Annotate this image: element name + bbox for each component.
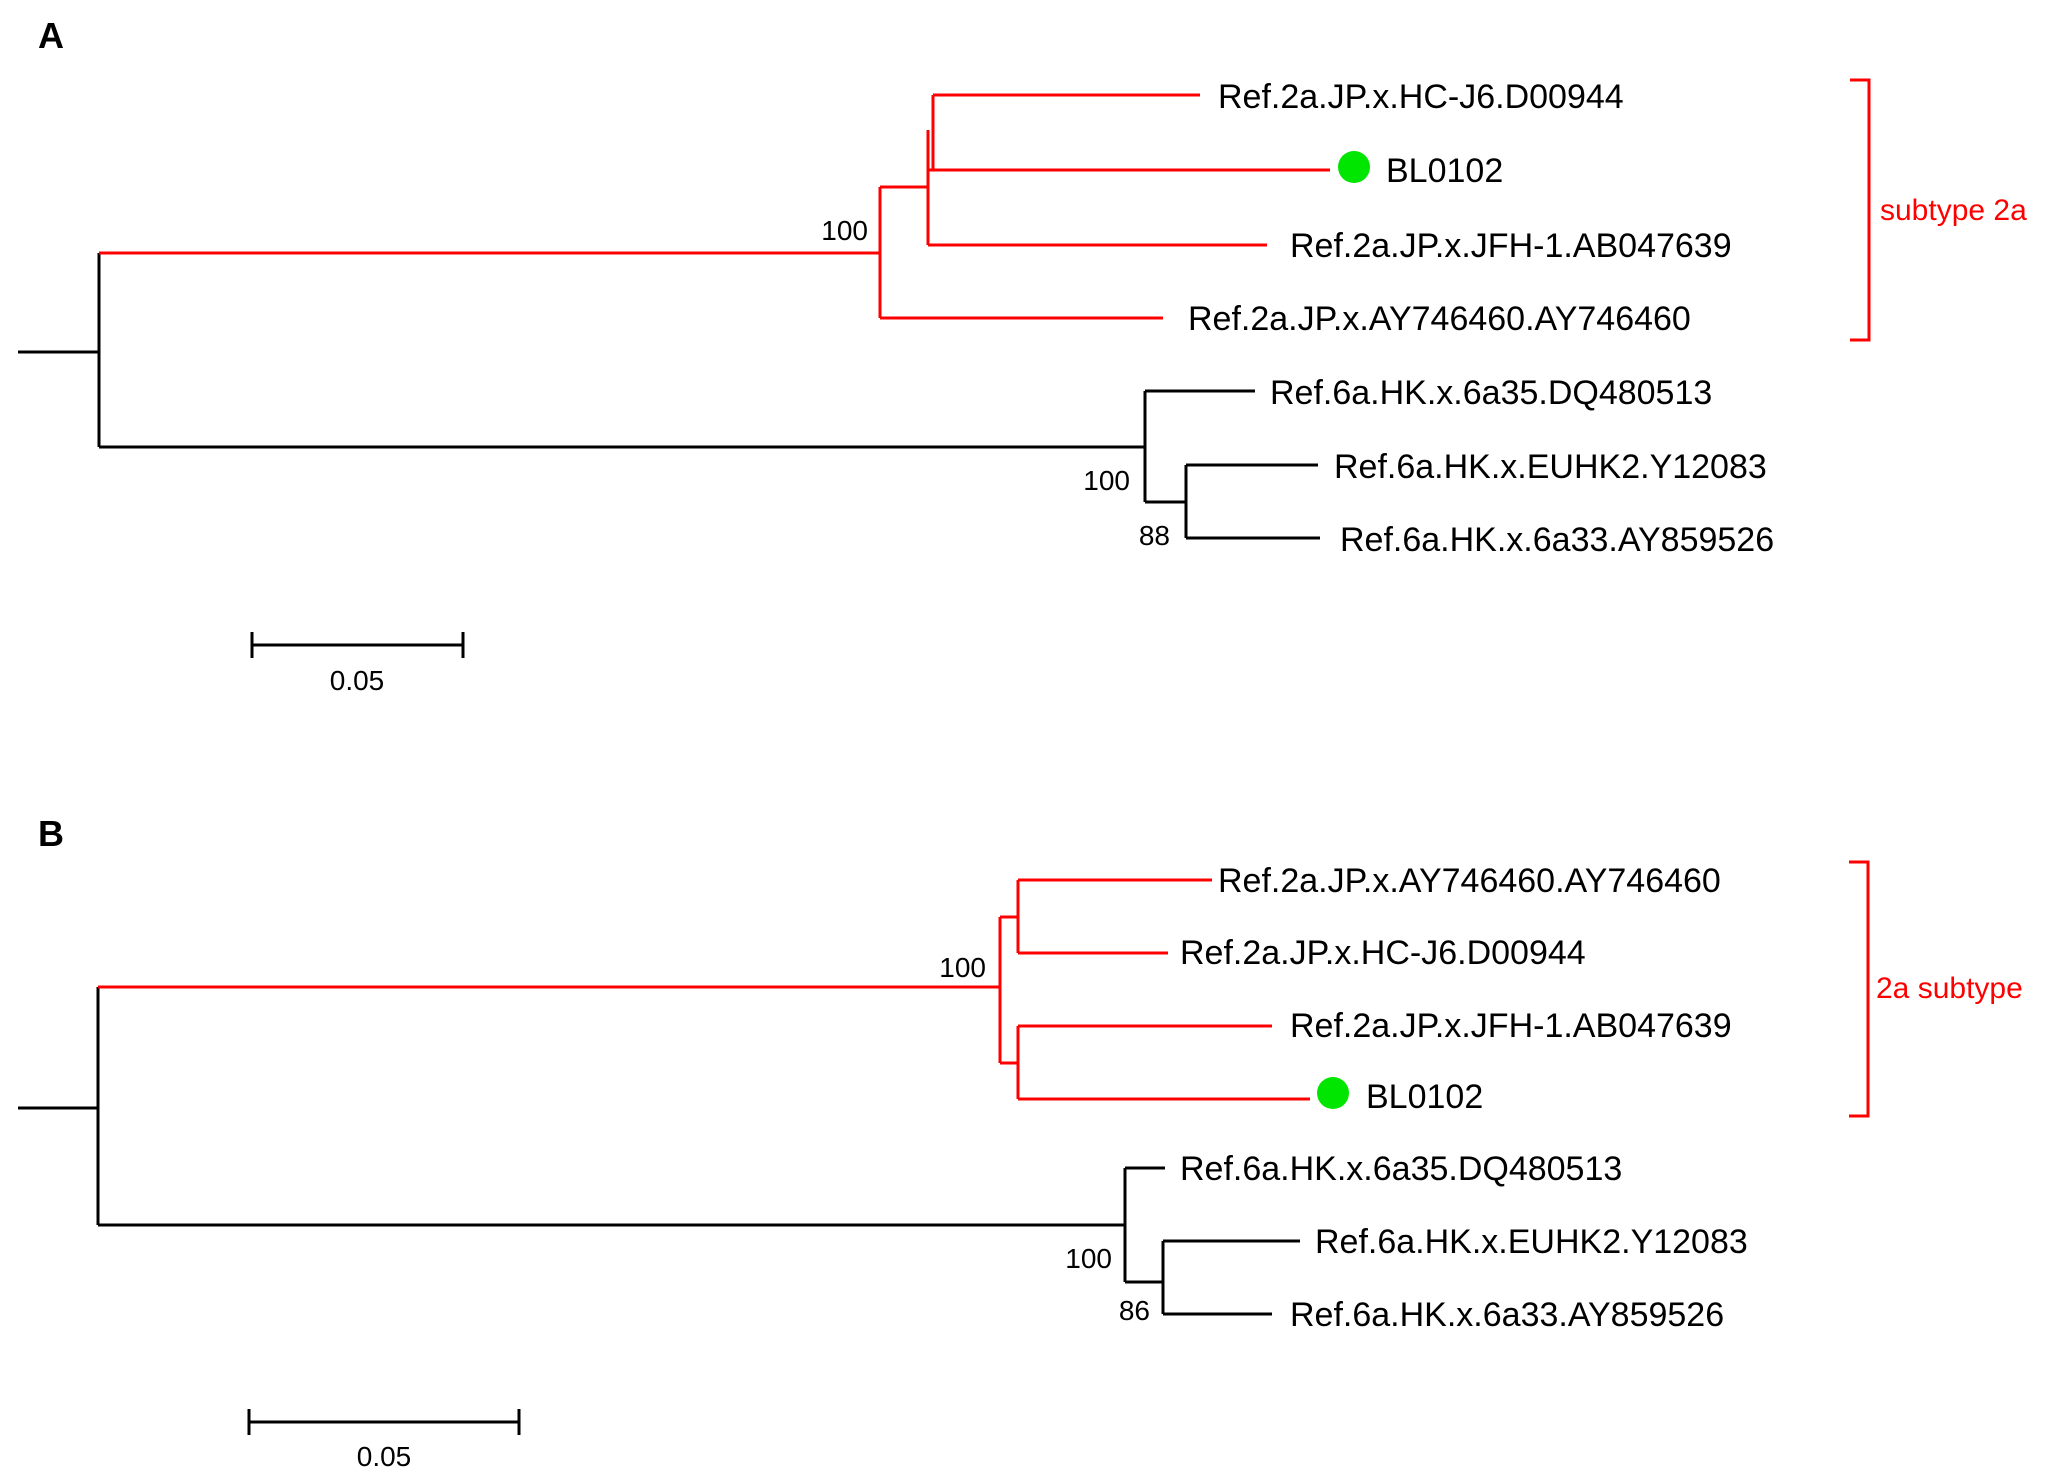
clade-label: 2a subtype (1876, 972, 2023, 1005)
taxon-label: Ref.2a.JP.x.AY746460.AY746460 (1218, 862, 1721, 900)
green-circle-icon (1338, 151, 1370, 183)
taxon-label: Ref.6a.HK.x.6a33.AY859526 (1290, 1296, 1724, 1334)
tree-branches-2a (98, 878, 1310, 1101)
tree-branches-6a (18, 253, 1320, 540)
clade-bracket (1849, 860, 1870, 1118)
green-circle-icon (1317, 1077, 1349, 1109)
panel-b: B Ref.2a.JP.x.AY746460.AY (18, 813, 2023, 1472)
scale-bar-label: 0.05 (357, 1441, 412, 1472)
bootstrap-value: 88 (1139, 520, 1170, 551)
panel-label: A (38, 15, 64, 56)
panel-a: A Ref.2a.JP.x.HC-J6.D0094 (18, 15, 2027, 696)
tree-branches-2a (99, 93, 1330, 320)
taxon-label: Ref.6a.HK.x.EUHK2.Y12083 (1334, 448, 1767, 486)
taxon-label: Ref.2a.JP.x.JFH-1.AB047639 (1290, 227, 1732, 265)
clade-bracket (1850, 78, 1871, 342)
bootstrap-value: 100 (1065, 1243, 1112, 1274)
taxon-label: Ref.6a.HK.x.6a33.AY859526 (1340, 521, 1774, 559)
scale-bar-label: 0.05 (330, 665, 385, 696)
panel-label: B (38, 813, 64, 854)
clade-label: subtype 2a (1880, 194, 2027, 227)
taxon-label-bl0102: BL0102 (1366, 1078, 1483, 1116)
scale-bar (247, 1409, 521, 1435)
taxon-label: Ref.6a.HK.x.EUHK2.Y12083 (1315, 1223, 1748, 1261)
taxon-label: Ref.2a.JP.x.HC-J6.D00944 (1180, 934, 1586, 972)
scale-bar (250, 632, 465, 658)
bootstrap-value: 86 (1119, 1295, 1150, 1326)
taxon-label: Ref.2a.JP.x.AY746460.AY746460 (1188, 300, 1691, 338)
tree-branches-6a (18, 987, 1300, 1316)
taxon-label-bl0102: BL0102 (1386, 152, 1503, 190)
bootstrap-value: 100 (939, 952, 986, 983)
bootstrap-value: 100 (821, 215, 868, 246)
taxon-label: Ref.6a.HK.x.6a35.DQ480513 (1180, 1150, 1622, 1188)
taxon-label: Ref.6a.HK.x.6a35.DQ480513 (1270, 374, 1712, 412)
bootstrap-value: 100 (1083, 465, 1130, 496)
taxon-label: Ref.2a.JP.x.HC-J6.D00944 (1218, 78, 1624, 116)
taxon-label: Ref.2a.JP.x.JFH-1.AB047639 (1290, 1007, 1732, 1045)
